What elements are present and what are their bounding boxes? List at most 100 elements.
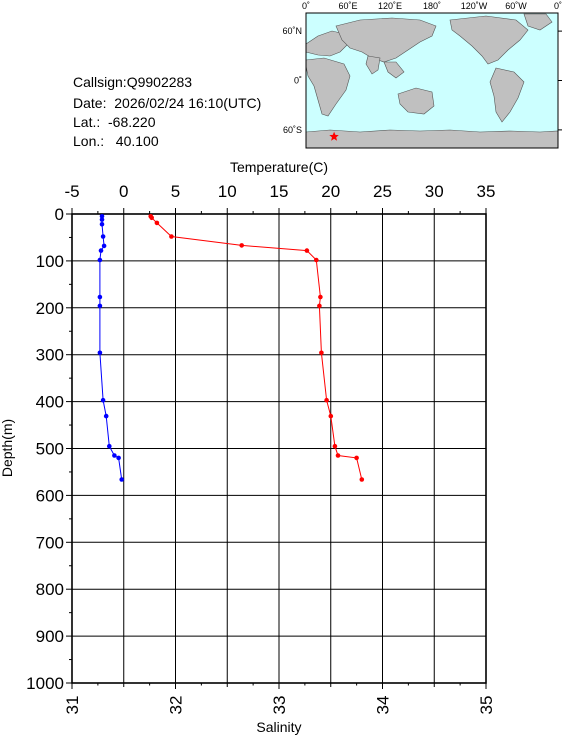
depth-tick-label: 100 (36, 252, 64, 271)
salinity-tick-label: 34 (374, 696, 393, 715)
temperature-point (317, 303, 322, 309)
temperature-tick-label: -5 (64, 182, 79, 201)
temperature-point (318, 294, 323, 300)
temperature-tick-label: 35 (477, 182, 496, 201)
location-map: 0˚ 60˚E 120˚E 180˚ 120˚W 60˚W 0˚ 60˚N 0˚ 60˚S (282, 1, 562, 149)
temperature-point (332, 443, 338, 449)
salinity-tick-label: 35 (477, 696, 496, 715)
salinity-point (97, 350, 103, 356)
map-longitude-label: 60˚E (338, 1, 357, 11)
temperature-point (149, 215, 154, 221)
map-longitude-label: 0˚ (302, 1, 310, 11)
salinity-point (100, 234, 106, 239)
temperature-point (328, 413, 334, 419)
salinity-point (119, 477, 124, 482)
salinity-point (97, 303, 103, 309)
depth-tick-label: 700 (36, 533, 64, 552)
salinity-point (100, 397, 106, 403)
temperature-tick-label: 10 (218, 182, 237, 201)
depth-tick-label: 800 (36, 580, 64, 599)
salinity-point (103, 413, 109, 419)
map-land (305, 13, 559, 149)
callsign-text: Callsign:Q9902283 (73, 74, 193, 90)
land-india (365, 55, 381, 75)
temperature-tick-label: 5 (171, 182, 180, 201)
temperature-point (335, 453, 341, 458)
land-antarctica (305, 129, 559, 149)
land-se-asia (383, 61, 405, 79)
temperature-point (304, 248, 310, 253)
temperature-point (239, 243, 244, 248)
map-longitude-label: 0˚ (554, 1, 562, 11)
salinity-tick-label: 31 (63, 696, 82, 715)
depth-tick-label: 200 (36, 299, 64, 318)
salinity-point (107, 443, 112, 449)
temperature-point (354, 455, 359, 461)
temperature-tick-label: 15 (270, 182, 289, 201)
depth-tick-label: 900 (36, 627, 64, 646)
date-text: Date: 2026/02/24 16:10(UTC) (73, 95, 262, 111)
salinity-point (99, 214, 105, 219)
land-south-america (489, 67, 525, 123)
salinity-axis-title: Salinity (256, 719, 301, 735)
map-ticks (558, 30, 562, 131)
temperature-series (148, 214, 365, 482)
salinity-point (97, 294, 103, 300)
chart-series (97, 214, 365, 482)
temperature-point (314, 257, 319, 263)
temperature-point (359, 477, 365, 482)
depth-tick-label: 1000 (26, 674, 64, 693)
salinity-point (99, 222, 105, 227)
temperature-point (169, 234, 174, 239)
chart-ticks (66, 208, 487, 689)
map-location-marker (329, 131, 339, 141)
temperature-point (154, 220, 160, 226)
map-longitude-label: 120˚E (378, 1, 402, 11)
profile-chart: -5 0 5 10 15 20 25 30 35 31 32 33 34 35 010020030040… (0, 159, 496, 735)
depth-tick-labels: 0 100 200 300 400 500 600 700 800 900 1000 (26, 205, 64, 693)
temperature-tick-label: 20 (321, 182, 340, 201)
temperature-tick-label: 30 (425, 182, 444, 201)
map-latitude-label: 60˚S (283, 125, 302, 135)
salinity-point (116, 455, 121, 461)
salinity-tick-labels: 31 32 33 34 35 (63, 696, 496, 715)
land-africa (305, 57, 351, 117)
depth-tick-label: 600 (36, 486, 64, 505)
temperature-tick-labels: -5 0 5 10 15 20 25 30 35 (64, 182, 495, 201)
depth-tick-label: 0 (55, 205, 64, 224)
temperature-line (150, 216, 363, 480)
land-australia (397, 87, 435, 115)
latitude-text: Lat.: -68.220 (73, 114, 156, 130)
temperature-axis-title: Temperature(C) (230, 159, 328, 175)
map-longitude-label: 60˚W (505, 1, 527, 11)
depth-axis-title: Depth(m) (0, 419, 15, 477)
map-latitude-label: 0˚ (294, 76, 302, 86)
temperature-point (319, 350, 324, 356)
salinity-point (97, 257, 103, 263)
salinity-point (112, 453, 117, 458)
temperature-tick-label: 0 (119, 182, 128, 201)
salinity-point (98, 248, 104, 253)
salinity-tick-label: 33 (270, 696, 289, 715)
map-longitude-labels: 0˚ 60˚E 120˚E 180˚ 120˚W 60˚W 0˚ (302, 1, 562, 11)
depth-tick-label: 400 (36, 393, 64, 412)
map-latitude-labels: 60˚N 0˚ 60˚S (282, 26, 302, 135)
salinity-point (99, 217, 105, 222)
temperature-tick-label: 25 (373, 182, 392, 201)
salinity-line (99, 216, 123, 480)
depth-tick-label: 300 (36, 346, 64, 365)
salinity-point (101, 243, 107, 249)
depth-tick-label: 500 (36, 440, 64, 459)
salinity-series (97, 214, 124, 482)
map-longitude-label: 120˚W (461, 1, 488, 11)
land-europe (305, 30, 349, 57)
salinity-tick-label: 32 (167, 696, 186, 715)
land-asia (335, 17, 437, 63)
map-longitude-label: 180˚ (423, 1, 441, 11)
chart-grid (71, 213, 487, 684)
map-latitude-label: 60˚N (282, 26, 302, 36)
star-icon (329, 131, 339, 141)
land-greenland (523, 13, 553, 31)
land-north-america (449, 15, 529, 65)
